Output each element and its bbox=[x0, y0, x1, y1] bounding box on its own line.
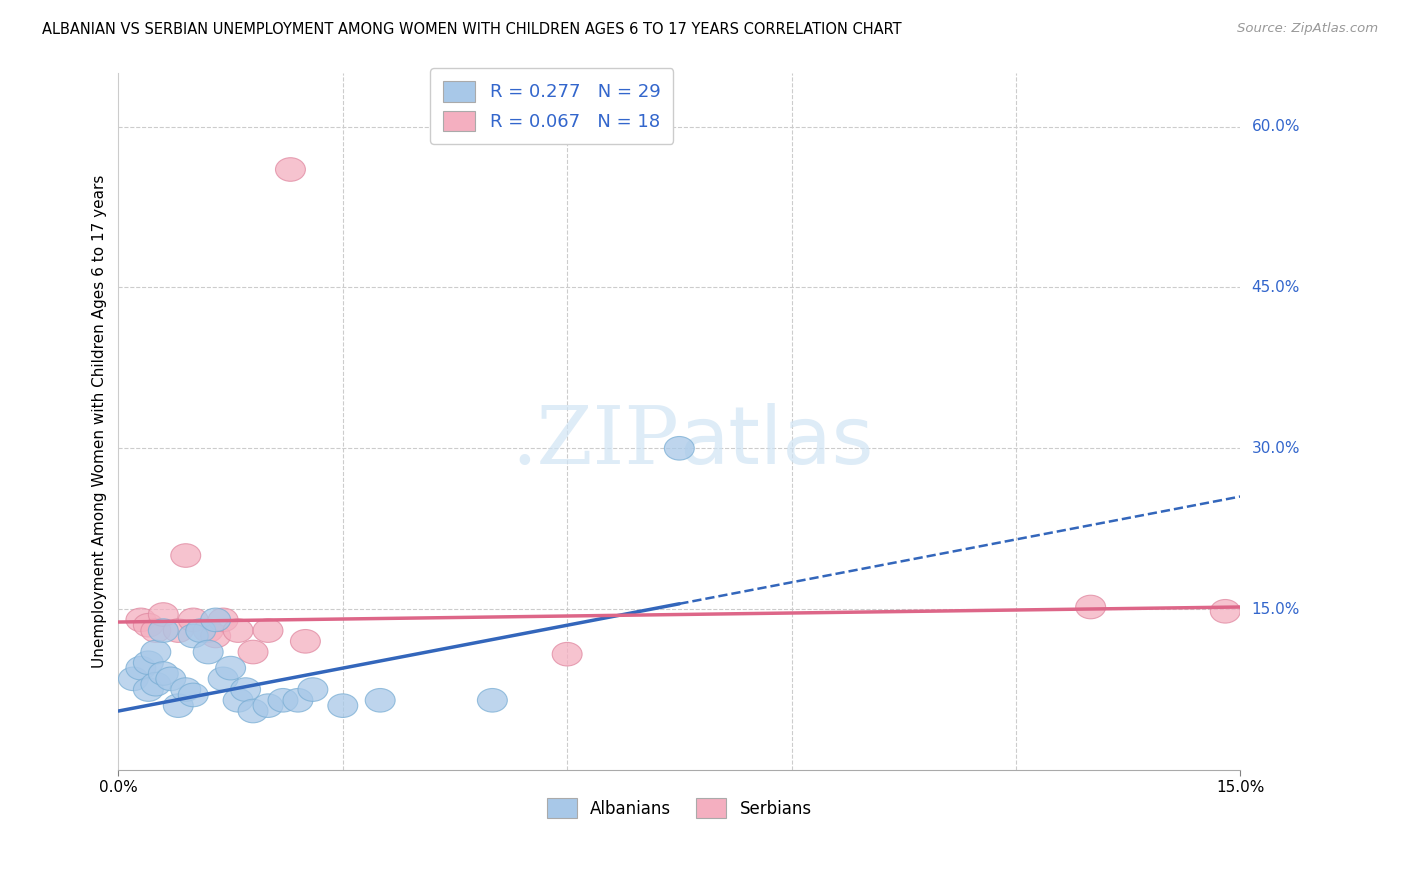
Ellipse shape bbox=[149, 619, 179, 642]
Ellipse shape bbox=[149, 662, 179, 685]
Ellipse shape bbox=[163, 619, 193, 642]
Ellipse shape bbox=[134, 678, 163, 701]
Ellipse shape bbox=[179, 608, 208, 632]
Ellipse shape bbox=[201, 608, 231, 632]
Y-axis label: Unemployment Among Women with Children Ages 6 to 17 years: Unemployment Among Women with Children A… bbox=[93, 175, 107, 668]
Ellipse shape bbox=[208, 667, 238, 690]
Ellipse shape bbox=[208, 608, 238, 632]
Ellipse shape bbox=[291, 630, 321, 653]
Text: 30.0%: 30.0% bbox=[1251, 441, 1301, 456]
Ellipse shape bbox=[134, 651, 163, 674]
Ellipse shape bbox=[224, 689, 253, 712]
Text: .ZIP: .ZIP bbox=[512, 403, 679, 482]
Text: Source: ZipAtlas.com: Source: ZipAtlas.com bbox=[1237, 22, 1378, 36]
Ellipse shape bbox=[156, 667, 186, 690]
Ellipse shape bbox=[665, 436, 695, 460]
Legend: Albanians, Serbians: Albanians, Serbians bbox=[540, 792, 818, 824]
Ellipse shape bbox=[1076, 595, 1105, 619]
Text: ALBANIAN VS SERBIAN UNEMPLOYMENT AMONG WOMEN WITH CHILDREN AGES 6 TO 17 YEARS CO: ALBANIAN VS SERBIAN UNEMPLOYMENT AMONG W… bbox=[42, 22, 901, 37]
Ellipse shape bbox=[170, 544, 201, 567]
Ellipse shape bbox=[553, 642, 582, 666]
Ellipse shape bbox=[179, 624, 208, 648]
Ellipse shape bbox=[179, 683, 208, 706]
Text: atlas: atlas bbox=[679, 403, 873, 482]
Ellipse shape bbox=[193, 640, 224, 664]
Text: 15.0%: 15.0% bbox=[1251, 601, 1299, 616]
Ellipse shape bbox=[134, 614, 163, 637]
Ellipse shape bbox=[253, 694, 283, 717]
Ellipse shape bbox=[269, 689, 298, 712]
Ellipse shape bbox=[118, 667, 149, 690]
Ellipse shape bbox=[366, 689, 395, 712]
Ellipse shape bbox=[283, 689, 314, 712]
Ellipse shape bbox=[186, 619, 215, 642]
Ellipse shape bbox=[149, 603, 179, 626]
Ellipse shape bbox=[141, 640, 170, 664]
Ellipse shape bbox=[127, 657, 156, 680]
Ellipse shape bbox=[238, 640, 269, 664]
Ellipse shape bbox=[253, 619, 283, 642]
Ellipse shape bbox=[193, 619, 224, 642]
Ellipse shape bbox=[1211, 599, 1240, 624]
Ellipse shape bbox=[231, 678, 260, 701]
Ellipse shape bbox=[276, 158, 305, 181]
Ellipse shape bbox=[141, 673, 170, 696]
Ellipse shape bbox=[298, 678, 328, 701]
Text: 60.0%: 60.0% bbox=[1251, 120, 1301, 134]
Ellipse shape bbox=[238, 699, 269, 723]
Ellipse shape bbox=[170, 678, 201, 701]
Ellipse shape bbox=[163, 694, 193, 717]
Ellipse shape bbox=[141, 619, 170, 642]
Ellipse shape bbox=[478, 689, 508, 712]
Ellipse shape bbox=[127, 608, 156, 632]
Text: 45.0%: 45.0% bbox=[1251, 280, 1299, 295]
Ellipse shape bbox=[215, 657, 246, 680]
Ellipse shape bbox=[328, 694, 357, 717]
Ellipse shape bbox=[201, 624, 231, 648]
Ellipse shape bbox=[224, 619, 253, 642]
